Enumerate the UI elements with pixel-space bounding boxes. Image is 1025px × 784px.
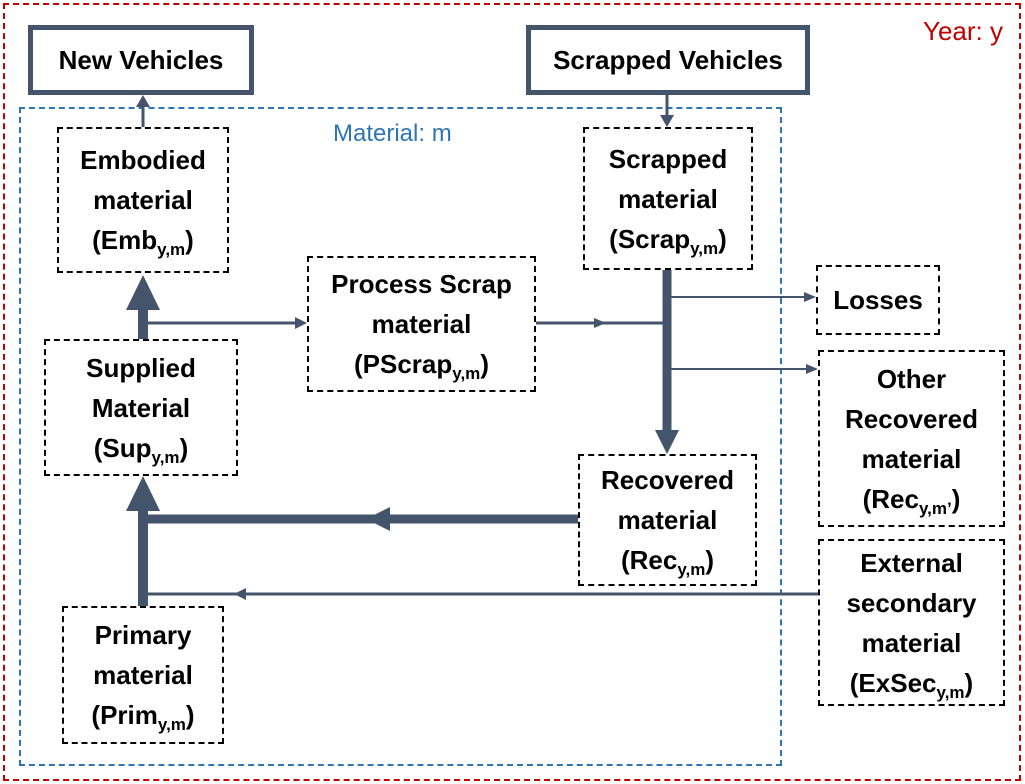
losses-label: Losses — [833, 285, 923, 315]
scrapped-vehicles-label: Scrapped Vehicles — [553, 45, 783, 75]
external-secondary-line3: material — [861, 627, 962, 658]
process-scrap-box: Process Scrap material (PScrapy,m) — [307, 256, 536, 392]
scrapped-line1: Scrapped — [608, 143, 728, 174]
process-scrap-symbol: (PScrapy,m) — [354, 349, 489, 383]
new-vehicles-label: New Vehicles — [58, 45, 224, 75]
arrowhead-new-vehicles — [136, 95, 150, 107]
arrowhead-embodied — [126, 275, 160, 310]
arrowhead-recovered-flow-mid — [366, 507, 390, 531]
scrapped-symbol: (Scrapy,m) — [609, 223, 727, 258]
primary-line1: Primary — [94, 620, 192, 650]
supplied-symbol: (Supy,m) — [93, 432, 189, 467]
external-secondary-box: External secondary material (ExSecy,m) — [818, 539, 1005, 706]
year-label: Year: y — [923, 16, 1003, 46]
material-boundary-frame — [19, 107, 782, 766]
primary-symbol: (Primy,m) — [91, 700, 195, 734]
embodied-line1: Embodied — [80, 145, 206, 175]
arrowhead-losses — [804, 292, 816, 302]
other-recovered-box: Other Recovered material (Recy,m’) — [818, 350, 1005, 527]
arrowhead-supplied — [126, 476, 160, 511]
arrowhead-external-secondary-mid — [234, 588, 246, 600]
supplied-material-box: Supplied Material (Supy,m) — [44, 339, 238, 476]
arrowhead-scrapped-material — [660, 115, 674, 127]
external-secondary-symbol: (ExSecy,m) — [849, 667, 974, 702]
recovered-symbol: (Recy,m) — [620, 545, 715, 579]
arrowhead-process-scrap — [295, 317, 307, 329]
external-secondary-line2: secondary — [846, 587, 977, 618]
recovered-line1: Recovered — [601, 465, 734, 495]
scrapped-material-box: Scrapped material (Scrapy,m) — [583, 127, 753, 270]
embodied-line2: material — [93, 185, 193, 215]
primary-line2: material — [93, 660, 193, 690]
material-label: Material: m — [333, 120, 452, 147]
process-scrap-line2: material — [371, 309, 472, 339]
arrowhead-process-scrap-mid — [594, 318, 606, 328]
new-vehicles-box: New Vehicles — [28, 25, 254, 95]
arrowhead-recovered — [655, 430, 679, 454]
year-boundary-frame — [3, 3, 1021, 781]
supplied-line2: Material — [91, 392, 191, 423]
primary-material-box: Primary material (Primy,m) — [62, 606, 224, 744]
embodied-material-box: Embodied material (Emby,m) — [57, 127, 229, 273]
other-recovered-line3: material — [861, 443, 962, 474]
process-scrap-line1: Process Scrap — [331, 269, 512, 299]
embodied-symbol: (Emby,m) — [92, 225, 194, 259]
other-recovered-symbol: (Recy,m’) — [862, 483, 961, 518]
supplied-line1: Supplied — [86, 352, 196, 383]
scrapped-line2: material — [618, 183, 718, 214]
arrowhead-other-recovered — [806, 364, 818, 374]
recovered-line2: material — [617, 505, 718, 535]
external-secondary-line1: External — [860, 547, 963, 578]
other-recovered-line1: Other — [876, 363, 947, 394]
recovered-material-box: Recovered material (Recy,m) — [578, 454, 757, 586]
scrapped-vehicles-box: Scrapped Vehicles — [526, 25, 810, 95]
losses-box: Losses — [816, 265, 940, 335]
other-recovered-line2: Recovered — [845, 403, 978, 434]
